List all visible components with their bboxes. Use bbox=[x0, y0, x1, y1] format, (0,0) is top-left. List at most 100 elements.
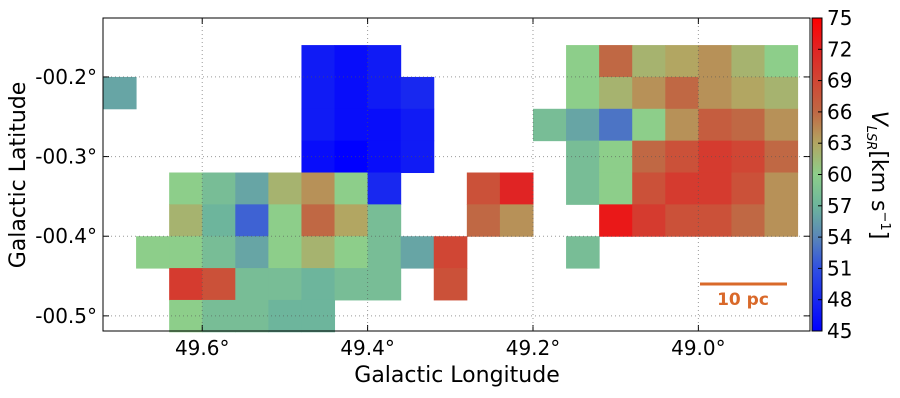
map-cell bbox=[566, 76, 600, 110]
map-cell bbox=[665, 45, 699, 78]
map-cell bbox=[235, 268, 269, 301]
map-cell bbox=[202, 204, 236, 237]
map-cell bbox=[169, 268, 203, 301]
map-cell bbox=[599, 204, 633, 237]
map-cell bbox=[698, 172, 732, 205]
map-cell bbox=[632, 140, 666, 174]
map-cell bbox=[731, 76, 766, 110]
map-cell bbox=[400, 108, 435, 142]
colorbar-tick-label: 54 bbox=[827, 225, 852, 249]
x-axis-label: Galactic Longitude bbox=[354, 363, 559, 388]
map-cell bbox=[632, 108, 666, 142]
map-cell bbox=[698, 45, 732, 78]
map-cell bbox=[334, 76, 369, 110]
map-cell bbox=[169, 236, 203, 269]
map-cell bbox=[268, 204, 302, 237]
colorbar-tick-label: 60 bbox=[827, 163, 852, 187]
map-cell bbox=[731, 204, 766, 237]
map-cell bbox=[599, 76, 633, 110]
map-cell bbox=[301, 45, 336, 78]
map-cell bbox=[632, 172, 666, 205]
map-cell bbox=[599, 172, 633, 205]
map-cell bbox=[169, 299, 203, 333]
colorbar-tick-label: 63 bbox=[827, 131, 852, 155]
map-cell bbox=[400, 236, 435, 269]
map-cell bbox=[136, 236, 170, 269]
map-cell bbox=[466, 172, 501, 205]
map-cell bbox=[235, 236, 269, 269]
map-cell bbox=[268, 268, 302, 301]
map-cell bbox=[268, 236, 302, 269]
map-cell bbox=[731, 172, 766, 205]
map-cell bbox=[698, 204, 732, 237]
map-cell bbox=[532, 108, 567, 142]
map-cell bbox=[169, 172, 203, 205]
map-cell bbox=[433, 268, 468, 301]
grid bbox=[103, 18, 810, 331]
colorbar-subscript: LSR bbox=[863, 126, 878, 151]
map-cell bbox=[235, 172, 269, 205]
map-cell bbox=[665, 140, 699, 174]
map-cell bbox=[499, 172, 534, 205]
map-cell bbox=[599, 45, 633, 78]
map-cell bbox=[301, 268, 336, 301]
map-cell bbox=[334, 268, 369, 301]
map-cell bbox=[632, 204, 666, 237]
map-cell bbox=[566, 45, 600, 78]
colorbar-tick-label: 75 bbox=[827, 6, 852, 30]
map-cell bbox=[301, 172, 336, 205]
colorbar-tick-label: 45 bbox=[827, 319, 852, 343]
map-cell bbox=[665, 204, 699, 237]
map-cell bbox=[566, 172, 600, 205]
map-cell bbox=[202, 268, 236, 301]
map-cell bbox=[764, 108, 799, 142]
x-tick-label: 49.4° bbox=[340, 336, 395, 360]
map-cell bbox=[400, 76, 435, 110]
map-cell bbox=[202, 236, 236, 269]
colorbar-symbol: V bbox=[866, 111, 891, 128]
y-axis-label: Galactic Latitude bbox=[6, 82, 31, 269]
map-cell bbox=[764, 172, 799, 205]
colorbar-exponent: −1 bbox=[877, 212, 892, 231]
map-cell bbox=[499, 204, 534, 237]
map-cell bbox=[334, 204, 369, 237]
map-cell bbox=[433, 236, 468, 269]
map-cell bbox=[367, 140, 402, 174]
y-tick-label: -00.5° bbox=[35, 304, 97, 328]
scale-label: 10 pc bbox=[717, 290, 769, 310]
colorbar-label: VLSR[km s−1] bbox=[863, 111, 892, 240]
x-tick-label: 49.6° bbox=[175, 336, 230, 360]
map-cell bbox=[367, 108, 402, 142]
map-cell bbox=[632, 76, 666, 110]
map-cell bbox=[367, 172, 402, 205]
colorbar-close: ] bbox=[866, 231, 891, 240]
map-cell bbox=[731, 108, 766, 142]
map-cell bbox=[764, 76, 799, 110]
y-tick-label: -00.2° bbox=[35, 65, 97, 89]
colorbar-tick-label: 51 bbox=[827, 256, 852, 280]
map-cell bbox=[367, 268, 402, 301]
x-tick-label: 49.2° bbox=[506, 336, 561, 360]
map-cell bbox=[764, 140, 799, 174]
map-cell bbox=[268, 299, 302, 333]
map-cell bbox=[103, 76, 137, 110]
map-cell bbox=[334, 172, 369, 205]
map-cell bbox=[334, 45, 369, 78]
x-tick-label: 49.0° bbox=[671, 336, 726, 360]
map-cell bbox=[698, 108, 732, 142]
colorbar-tick-label: 57 bbox=[827, 194, 852, 218]
map-cell bbox=[301, 204, 336, 237]
map-cell bbox=[301, 299, 336, 333]
map-cell bbox=[632, 45, 666, 78]
map-cell bbox=[301, 76, 336, 110]
colorbar-tick-label: 66 bbox=[827, 100, 852, 124]
map-cell bbox=[367, 236, 402, 269]
map-cell bbox=[235, 204, 269, 237]
map-cell bbox=[301, 140, 336, 174]
map-cell bbox=[202, 172, 236, 205]
map-cell bbox=[599, 108, 633, 142]
y-tick-label: -00.4° bbox=[35, 224, 97, 248]
map-cell bbox=[764, 45, 799, 78]
map-cell bbox=[301, 108, 336, 142]
